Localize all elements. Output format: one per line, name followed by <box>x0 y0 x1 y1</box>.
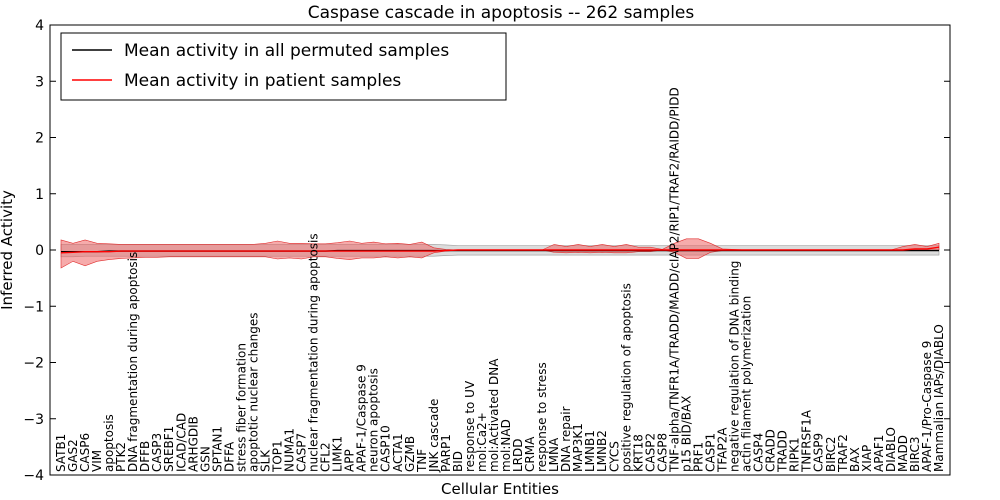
category-label: LRDD <box>511 438 525 472</box>
category-label: GAS2 <box>66 439 80 472</box>
category-label: TNFRSF1A <box>800 409 814 473</box>
category-label: p15 BID/BAX <box>679 396 693 472</box>
category-label: CASP6 <box>78 433 92 472</box>
category-label: DFFA <box>222 441 236 472</box>
category-label: CASP4 <box>752 433 766 472</box>
category-label: response to UV <box>463 380 477 472</box>
category-label: mol:Activated DNA <box>487 358 501 472</box>
category-label: apoptosis <box>102 414 116 472</box>
category-label: CASP8 <box>655 433 669 472</box>
legend-label-patient: Mean activity in patient samples <box>124 71 401 91</box>
category-label: positive regulation of apoptosis <box>619 283 633 472</box>
category-label: CASP1 <box>704 433 718 472</box>
category-label: BAX <box>848 447 862 472</box>
category-label: BIRC3 <box>908 436 922 472</box>
category-label: mol:Ca2+ <box>475 412 489 472</box>
line-layer <box>60 246 940 254</box>
category-label: DIABLO <box>884 427 898 472</box>
series-line-patient <box>60 246 940 254</box>
category-label: GSN <box>198 446 212 472</box>
category-label: RIPK1 <box>788 437 802 472</box>
legend-label-permuted: Mean activity in all permuted samples <box>124 41 449 61</box>
category-label: LMNB2 <box>595 430 609 472</box>
category-label: CASP3 <box>150 433 164 472</box>
legend-box <box>60 32 507 101</box>
category-label: SATB1 <box>54 434 68 472</box>
chart-title: Caspase cascade in apoptosis -- 262 samp… <box>308 3 695 23</box>
category-label: MADD <box>896 435 910 472</box>
category-label: TOP1 <box>271 440 285 473</box>
category-label: DNA fragmentation during apoptosis <box>126 252 140 472</box>
category-label: VIM <box>90 450 104 472</box>
category-label: TNF <box>415 449 429 473</box>
category-label: LIMK1 <box>331 436 345 472</box>
category-label: ICAD/CAD <box>174 413 188 472</box>
category-label: actin filament polymerization <box>740 296 754 472</box>
y-tick-label: −3 <box>23 412 44 428</box>
category-label: TNF-alpha/TNFR1A/TRADD/MADD/cIAP2/RIP1/T… <box>667 87 681 473</box>
category-label: CASP10 <box>379 425 393 472</box>
category-label: response to stress <box>535 362 549 472</box>
category-label: TFAP2A <box>716 427 730 473</box>
y-tick-label: −1 <box>23 299 44 315</box>
category-label: KRT18 <box>631 434 645 472</box>
category-label: SREBF1 <box>162 426 176 472</box>
category-label: CASP7 <box>295 433 309 472</box>
category-label: LMNA <box>547 437 561 472</box>
category-label: CFL2 <box>319 442 333 472</box>
category-label: CYCS <box>607 441 621 472</box>
band-layer <box>60 238 940 269</box>
y-tick-label: 0 <box>35 243 44 259</box>
category-label: CASP9 <box>812 433 826 472</box>
category-label: XIAP <box>860 445 874 472</box>
category-label: Mammalian IAPs/DIABLO <box>932 324 946 472</box>
tick-layer: −4 −3 −2 −1 0 1 2 3 4 <box>23 18 950 484</box>
y-tick-label: 4 <box>35 18 44 34</box>
category-label: APAF-1/Pro-Caspase 9 <box>920 341 934 472</box>
category-label: nuclear fragmentation during apoptosis <box>307 233 321 472</box>
category-label: JNK cascade <box>427 399 441 473</box>
category-label: apoptotic nuclear changes <box>246 313 260 472</box>
category-label: PTK2 <box>114 442 128 472</box>
category-label: TRAF2 <box>836 434 850 473</box>
category-label: DFFB <box>138 441 152 472</box>
y-tick-label: 1 <box>35 187 44 203</box>
category-label: ARHGDIB <box>186 416 200 472</box>
category-label: BID <box>451 451 465 472</box>
category-label: stress fiber formation <box>234 343 248 472</box>
category-label: ACTA1 <box>391 433 405 472</box>
x-axis-label: Cellular Entities <box>441 480 559 498</box>
category-label: CASP2 <box>643 433 657 472</box>
category-label: negative regulation of DNA binding <box>728 261 742 472</box>
category-label: MAP3K1 <box>571 423 585 472</box>
category-label: LMNB1 <box>583 430 597 472</box>
y-axis-label: Inferred Activity <box>0 190 16 310</box>
category-label: PARP1 <box>439 434 453 472</box>
category-label: DNA repair <box>559 406 573 472</box>
category-label: APP <box>343 449 357 472</box>
category-label: PRF1 <box>692 442 706 472</box>
y-tick-label: −4 <box>23 468 44 484</box>
category-label: NUMA1 <box>283 428 297 472</box>
category-label: SLK <box>259 449 273 472</box>
category-label: neuron apoptosis <box>367 368 381 472</box>
category-label: GZMB <box>403 436 417 472</box>
category-label: CRMA <box>523 436 537 472</box>
y-tick-label: 3 <box>35 74 44 90</box>
category-label: BIRC2 <box>824 436 838 472</box>
category-label: APAF1 <box>872 435 886 472</box>
plot-frame <box>49 24 951 476</box>
y-tick-label: −2 <box>23 356 44 372</box>
category-label: APAF-1/Caspase 9 <box>355 364 369 472</box>
category-label: CRADD <box>764 429 778 472</box>
legend: Mean activity in all permuted samples Me… <box>60 32 507 101</box>
category-label: mol:NAD <box>499 419 513 472</box>
y-tick-label: 2 <box>35 131 44 147</box>
category-label: SPTAN1 <box>210 426 224 472</box>
category-label: TRADD <box>776 430 790 473</box>
